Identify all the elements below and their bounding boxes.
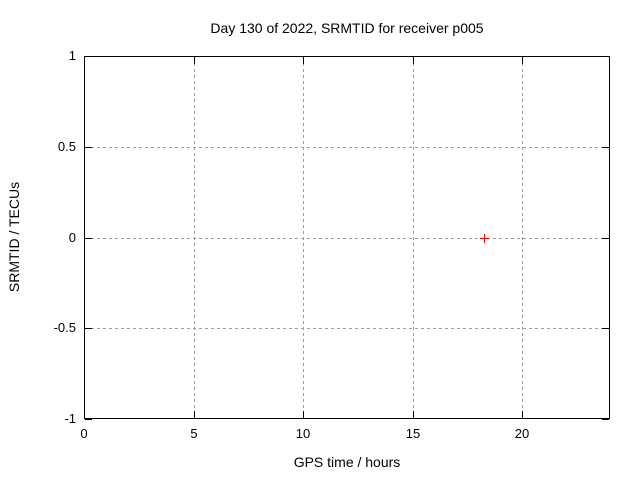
y-tick-left [85, 56, 92, 57]
data-point-marker [480, 234, 489, 243]
x-gridline [522, 57, 523, 418]
x-tick-bottom [84, 411, 85, 418]
x-tick-top [84, 57, 85, 64]
y-gridline [85, 147, 609, 148]
x-tick-label: 5 [190, 426, 198, 441]
y-tick-label: -0.5 [53, 320, 76, 335]
x-tick-bottom [413, 411, 414, 418]
y-tick-right [602, 56, 609, 57]
x-tick-label: 10 [295, 426, 311, 441]
y-tick-right [602, 419, 609, 420]
y-gridline [85, 238, 609, 239]
x-axis-label: GPS time / hours [293, 454, 401, 470]
x-gridline [194, 57, 195, 418]
y-tick-right [602, 328, 609, 329]
x-tick-label: 20 [514, 426, 530, 441]
x-tick-bottom [303, 411, 304, 418]
y-tick-left [85, 238, 92, 239]
x-tick-top [522, 57, 523, 64]
y-tick-left [85, 419, 92, 420]
y-tick-left [85, 328, 92, 329]
x-tick-bottom [194, 411, 195, 418]
x-tick-bottom [522, 411, 523, 418]
y-tick-right [602, 147, 609, 148]
x-tick-label: 0 [80, 426, 88, 441]
y-tick-label: 1 [68, 48, 76, 63]
x-tick-top [413, 57, 414, 64]
y-gridline [85, 328, 609, 329]
x-gridline [303, 57, 304, 418]
y-tick-label: 0.5 [57, 139, 76, 154]
y-tick-label: 0 [68, 230, 76, 245]
y-tick-left [85, 147, 92, 148]
x-tick-top [194, 57, 195, 64]
x-tick-top [303, 57, 304, 64]
y-tick-right [602, 238, 609, 239]
chart-title: Day 130 of 2022, SRMTID for receiver p00… [210, 20, 484, 36]
y-axis-label: SRMTID / TECUs [6, 181, 22, 293]
x-tick-label: 15 [405, 426, 421, 441]
y-tick-label: -1 [64, 411, 76, 426]
x-gridline [413, 57, 414, 418]
